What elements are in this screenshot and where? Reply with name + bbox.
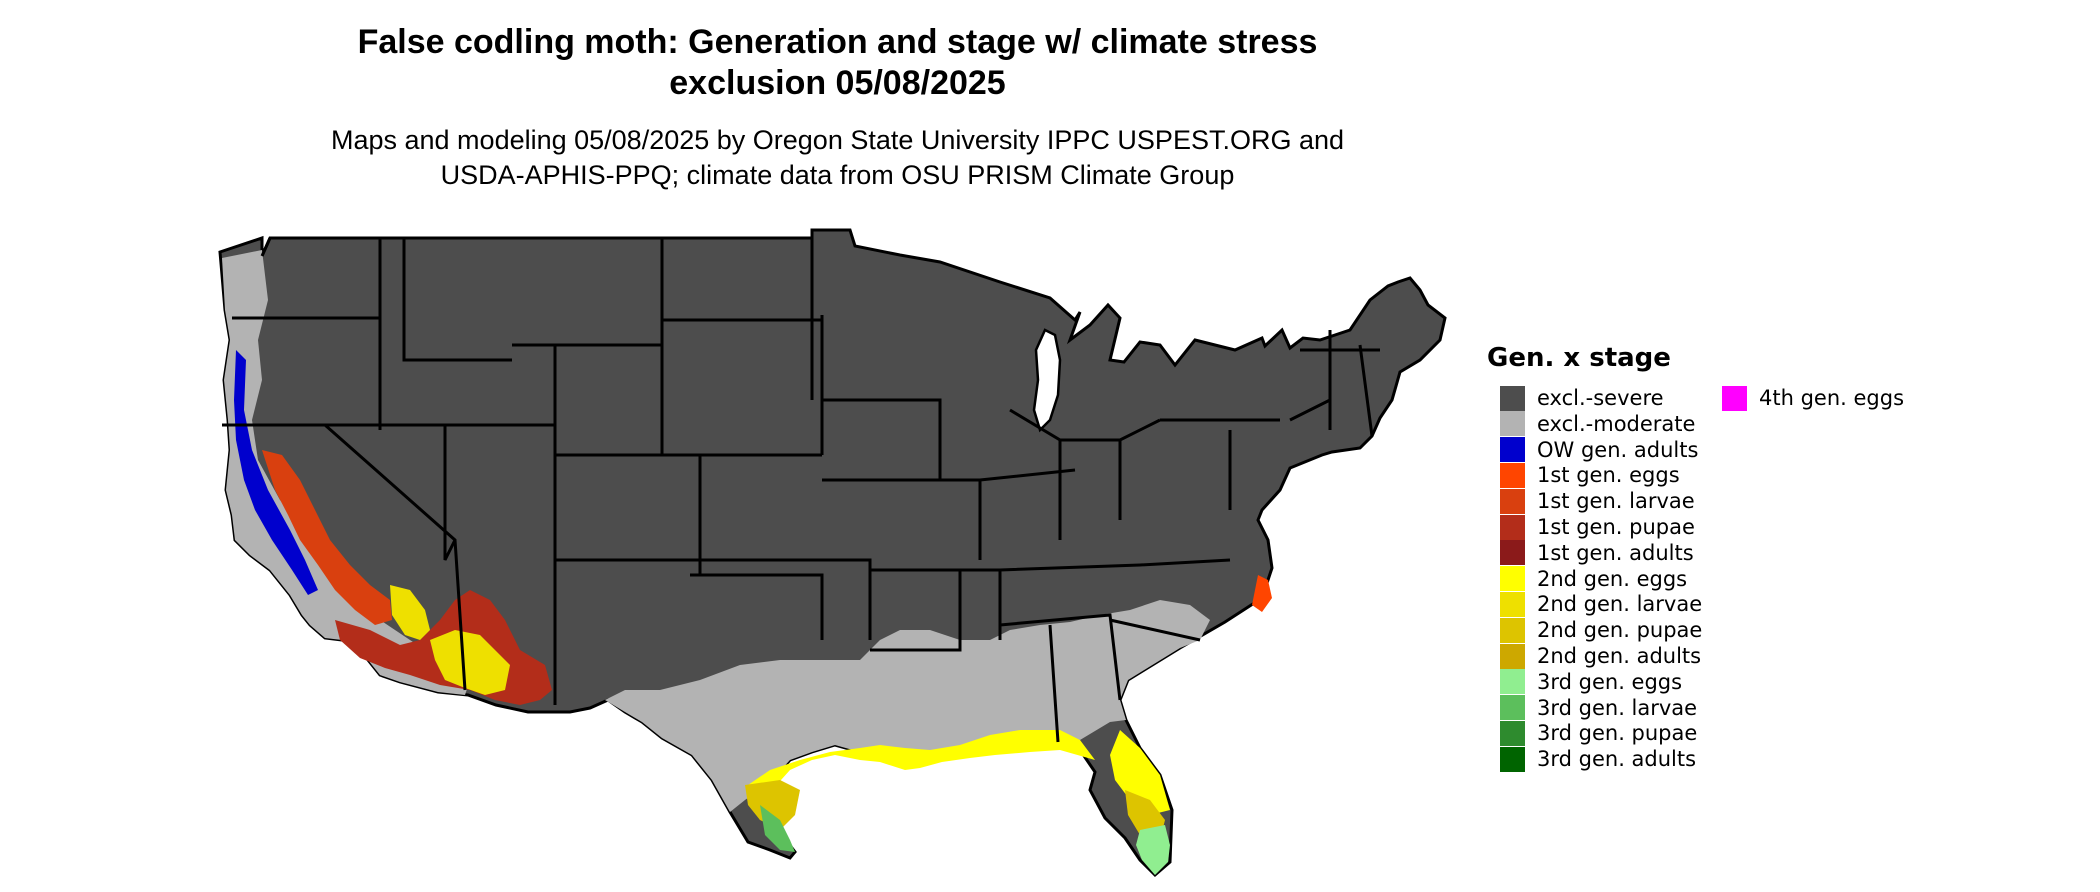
map-subtitle-line2: USDA-APHIS-PPQ; climate data from OSU PR… xyxy=(440,160,1235,190)
legend-swatch xyxy=(1500,488,1525,514)
legend-item: excl.-moderate xyxy=(1500,411,1695,437)
legend-item: 2nd gen. eggs xyxy=(1500,566,1687,592)
legend-label: 4th gen. eggs xyxy=(1759,386,1905,410)
legend-label: 2nd gen. pupae xyxy=(1537,618,1703,643)
legend-label: OW gen. adults xyxy=(1537,437,1699,462)
southern-tier-moderate-zone xyxy=(605,600,1210,812)
legend-label: excl.-severe xyxy=(1537,386,1664,410)
legend-swatch xyxy=(1500,643,1525,669)
legend-swatch xyxy=(1500,540,1525,566)
legend-item: 3rd gen. eggs xyxy=(1500,669,1682,695)
legend-label: 2nd gen. adults xyxy=(1537,644,1702,668)
pacific-coast-moderate-zone xyxy=(222,250,470,695)
legend-item: 3rd gen. adults xyxy=(1500,746,1696,772)
texas-2nd-gen-pupae xyxy=(745,780,800,830)
legend-label: 3rd gen. larvae xyxy=(1537,695,1698,720)
legend-item: OW gen. adults xyxy=(1500,437,1698,463)
legend-item: 2nd gen. pupae xyxy=(1500,617,1702,643)
legend-swatch xyxy=(1500,669,1525,695)
legend-swatch xyxy=(1500,617,1525,643)
legend-item: 2nd gen. adults xyxy=(1500,643,1701,669)
map-title-line1: False codling moth: Generation and stage… xyxy=(357,23,1318,61)
map-title: False codling moth: Generation and stage… xyxy=(260,22,1415,104)
desert-2nd-gen xyxy=(390,585,510,695)
legend-item: 1st gen. adults xyxy=(1500,540,1694,566)
california-valley-1st-gen xyxy=(262,450,392,625)
legend-item: 2nd gen. larvae xyxy=(1500,591,1702,617)
legend-label: 2nd gen. larvae xyxy=(1537,592,1703,617)
legend-label: 3rd gen. eggs xyxy=(1537,669,1683,694)
legend-swatch xyxy=(1500,566,1525,592)
legend-label: 1st gen. adults xyxy=(1537,540,1694,565)
legend-swatch xyxy=(1500,385,1525,411)
legend-swatch xyxy=(1500,514,1525,540)
legend-label: 3rd gen. pupae xyxy=(1537,721,1698,746)
legend-item: 1st gen. larvae xyxy=(1500,488,1695,514)
legend-item: 3rd gen. pupae xyxy=(1500,720,1697,746)
map-title-line2: exclusion 05/08/2025 xyxy=(669,64,1006,102)
legend-swatch xyxy=(1500,695,1525,721)
legend-swatch xyxy=(1500,720,1525,746)
legend-swatch xyxy=(1500,437,1525,463)
legend-item: 1st gen. pupae xyxy=(1500,514,1695,540)
legend-item: 4th gen. eggs xyxy=(1722,385,1904,411)
legend-swatch xyxy=(1500,462,1525,488)
gulf-coast-2nd-gen xyxy=(748,730,1095,820)
nc-coast-1st-gen-eggs xyxy=(1252,575,1272,612)
lake-michigan xyxy=(1032,328,1062,433)
legend-title: Gen. x stage xyxy=(1487,343,1671,373)
legend-label: 3rd gen. adults xyxy=(1537,747,1697,772)
legend-label: excl.-moderate xyxy=(1537,411,1696,436)
legend-swatch xyxy=(1500,411,1525,437)
legend-label: 1st gen. pupae xyxy=(1537,515,1695,539)
legend-label: 1st gen. larvae xyxy=(1537,489,1695,514)
legend-swatch xyxy=(1722,385,1747,411)
florida-2nd-gen xyxy=(1110,730,1170,815)
legend-swatch xyxy=(1500,746,1525,772)
texas-3rd-gen xyxy=(760,805,795,852)
legend-label: 2nd gen. eggs xyxy=(1537,566,1688,591)
map-subtitle: Maps and modeling 05/08/2025 by Oregon S… xyxy=(260,123,1415,193)
california-coast-ow-adults xyxy=(234,350,318,595)
legend-swatch xyxy=(1500,591,1525,617)
florida-3rd-gen xyxy=(1136,825,1170,875)
state-borders xyxy=(222,237,1380,743)
map-subtitle-line1: Maps and modeling 05/08/2025 by Oregon S… xyxy=(330,125,1345,155)
legend-label: 1st gen. eggs xyxy=(1537,463,1680,488)
legend-item: 1st gen. eggs xyxy=(1500,462,1680,488)
legend-item: 3rd gen. larvae xyxy=(1500,695,1697,721)
legend-item: excl.-severe xyxy=(1500,385,1664,411)
